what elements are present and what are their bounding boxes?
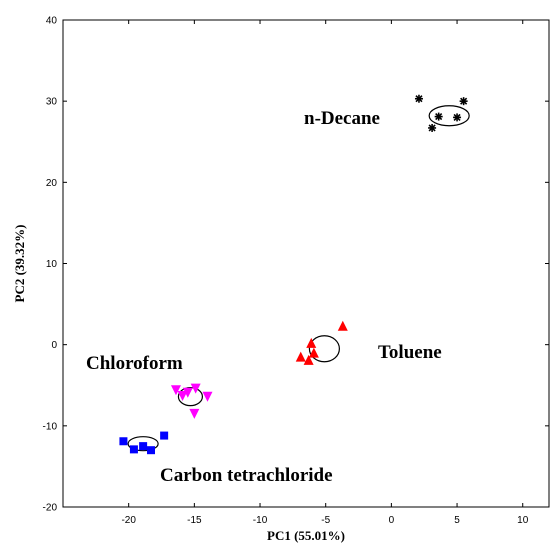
y-tick-label: -20 [43,503,58,514]
data-point [428,123,437,132]
data-point [434,112,443,121]
y-tick-label: -10 [43,421,58,432]
data-point [190,383,201,394]
x-tick-label: 10 [517,515,529,526]
y-axis-title: PC2 (39.32%) [12,225,27,303]
cluster-ellipse [177,387,204,407]
x-tick-label: 0 [389,515,395,526]
cluster-ellipse [308,335,340,363]
data-point [129,445,138,454]
x-tick-label: -15 [187,515,202,526]
data-point [295,351,306,362]
data-point [303,354,314,365]
data-point [189,408,200,419]
y-tick-label: 10 [46,259,58,270]
data-point [453,113,462,122]
cluster-label: Chloroform [86,353,183,374]
data-point [337,320,348,331]
cluster-ellipse [127,436,159,452]
x-tick-label: 5 [454,515,460,526]
y-tick-label: 30 [46,97,58,108]
data-point [170,385,181,396]
x-axis-title: PC1 (55.01%) [267,528,345,543]
cluster-label: n-Decane [304,108,380,129]
data-point [139,442,148,451]
plot-frame [62,19,550,508]
data-point [414,94,423,103]
data-point [160,431,169,440]
x-tick-label: -20 [121,515,136,526]
x-tick-label: -10 [253,515,268,526]
data-point [459,97,468,106]
data-point [147,446,156,455]
x-tick-label: -5 [321,515,330,526]
cluster-label: Carbon tetrachloride [160,465,333,486]
data-point [308,347,319,358]
data-point [182,387,193,398]
cluster-label: Toluene [378,342,442,363]
y-tick-label: 40 [46,16,58,27]
data-point [177,390,188,401]
y-tick-label: 20 [46,178,58,189]
y-tick-label: 0 [51,340,57,351]
data-point [202,391,213,402]
data-point [119,437,128,446]
data-point [306,337,317,348]
cluster-ellipse [428,105,470,127]
